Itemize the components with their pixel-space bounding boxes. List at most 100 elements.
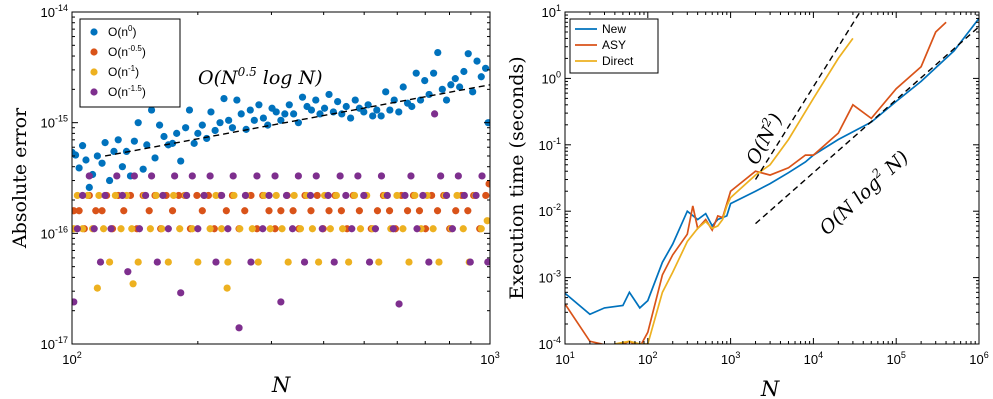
data-point <box>200 191 208 200</box>
data-point <box>415 207 424 215</box>
data-point <box>117 225 125 233</box>
data-point <box>373 106 381 114</box>
data-point <box>194 225 202 233</box>
data-point <box>265 191 273 200</box>
data-point <box>277 207 285 215</box>
data-point <box>459 225 467 233</box>
data-point <box>78 225 87 233</box>
data-point <box>320 104 329 112</box>
error-scatter-reference-line <box>104 84 490 157</box>
error-trend-label: O(N0.5 log N) <box>198 65 323 89</box>
timing-y-tick-label: 101 <box>542 3 561 20</box>
timing-series-line-new <box>565 17 979 316</box>
data-point <box>142 191 150 200</box>
timing-ylabel: Execution time (seconds) <box>506 56 528 299</box>
data-point <box>216 119 224 127</box>
data-point <box>206 172 214 180</box>
data-point <box>233 96 241 104</box>
data-point <box>177 157 185 165</box>
data-point <box>407 172 415 180</box>
data-point <box>354 172 362 180</box>
data-point <box>230 191 238 200</box>
data-point <box>431 110 439 118</box>
timing-x-tick-label: 105 <box>886 350 905 367</box>
data-point <box>107 225 115 233</box>
data-point <box>193 191 201 200</box>
data-point <box>477 73 485 81</box>
timing-y-tick-label: 10-4 <box>539 335 561 352</box>
data-point <box>290 191 298 200</box>
data-point <box>284 258 292 266</box>
timing-series-line-asy <box>565 21 947 344</box>
data-point <box>481 64 490 72</box>
data-point <box>173 129 181 137</box>
timing-ticks: 101 102 103 104 105 106 10-4 10-3 10-2 10-1 100 101 <box>539 3 989 367</box>
data-point <box>143 141 151 149</box>
error-scatter-ticks: 102 103 10-17 10-16 10-15 10-14 <box>41 3 500 367</box>
data-point <box>377 112 385 120</box>
data-point <box>289 207 297 215</box>
data-point <box>355 207 363 215</box>
data-point <box>401 191 409 200</box>
data-point <box>254 258 262 266</box>
data-point <box>453 191 461 200</box>
data-point <box>95 191 103 200</box>
data-point <box>364 101 372 109</box>
data-point <box>411 191 419 200</box>
data-point <box>118 163 126 171</box>
error-scatter-chart: 102 103 10-17 10-16 10-15 10-14 O(n0) O(n-0.5)… <box>9 3 500 397</box>
data-point <box>419 191 427 200</box>
data-point <box>194 129 202 137</box>
data-point <box>98 207 106 215</box>
data-point <box>307 207 315 215</box>
data-point <box>385 207 394 215</box>
data-point <box>228 124 237 132</box>
data-point <box>478 172 486 180</box>
error-scatter-x-tick-label: 102 <box>62 350 81 367</box>
legend-entry: Direct <box>602 54 634 68</box>
data-point <box>212 258 220 266</box>
data-point <box>101 139 109 147</box>
data-point <box>92 207 100 215</box>
timing-axes-box <box>564 11 980 345</box>
error-scatter-series-1 <box>72 180 490 233</box>
data-point <box>377 172 386 180</box>
timing-line-chart: 101 102 103 104 105 10610-410-310-210-1100101… <box>506 3 989 399</box>
data-point <box>278 225 286 233</box>
data-point <box>318 225 326 233</box>
data-point <box>99 225 108 233</box>
data-point <box>145 207 153 215</box>
data-point <box>158 225 166 233</box>
data-point <box>313 191 321 200</box>
data-point <box>466 258 474 266</box>
data-point <box>241 191 250 200</box>
quadratic-trend-label: O(N2) <box>740 109 787 169</box>
data-point <box>365 258 374 266</box>
data-point <box>129 280 137 288</box>
data-point <box>337 207 345 215</box>
timing-y-tick-label: 10-2 <box>539 202 561 219</box>
data-point <box>224 258 232 266</box>
data-point <box>485 180 490 188</box>
data-point <box>147 106 156 114</box>
error-scatter-legend: O(n0) O(n-0.5) O(n-1) O(n-1.5) <box>79 18 181 108</box>
data-point <box>259 225 267 233</box>
data-point <box>477 225 485 233</box>
data-point <box>312 96 320 104</box>
data-point <box>448 225 457 233</box>
data-point <box>147 172 156 180</box>
data-point <box>329 108 337 116</box>
data-point <box>160 132 168 141</box>
data-point <box>438 85 446 93</box>
error-scatter-reference-line-0 <box>104 84 490 157</box>
timing-y-tick-label: 10-1 <box>539 136 561 153</box>
data-point <box>351 96 359 104</box>
data-point <box>330 258 338 266</box>
legend-marker <box>90 68 98 76</box>
data-point <box>212 191 220 200</box>
error-scatter-xlabel: N <box>271 373 291 397</box>
data-point <box>429 225 437 233</box>
data-point <box>403 207 412 215</box>
data-point <box>128 225 136 233</box>
data-point <box>96 258 105 266</box>
